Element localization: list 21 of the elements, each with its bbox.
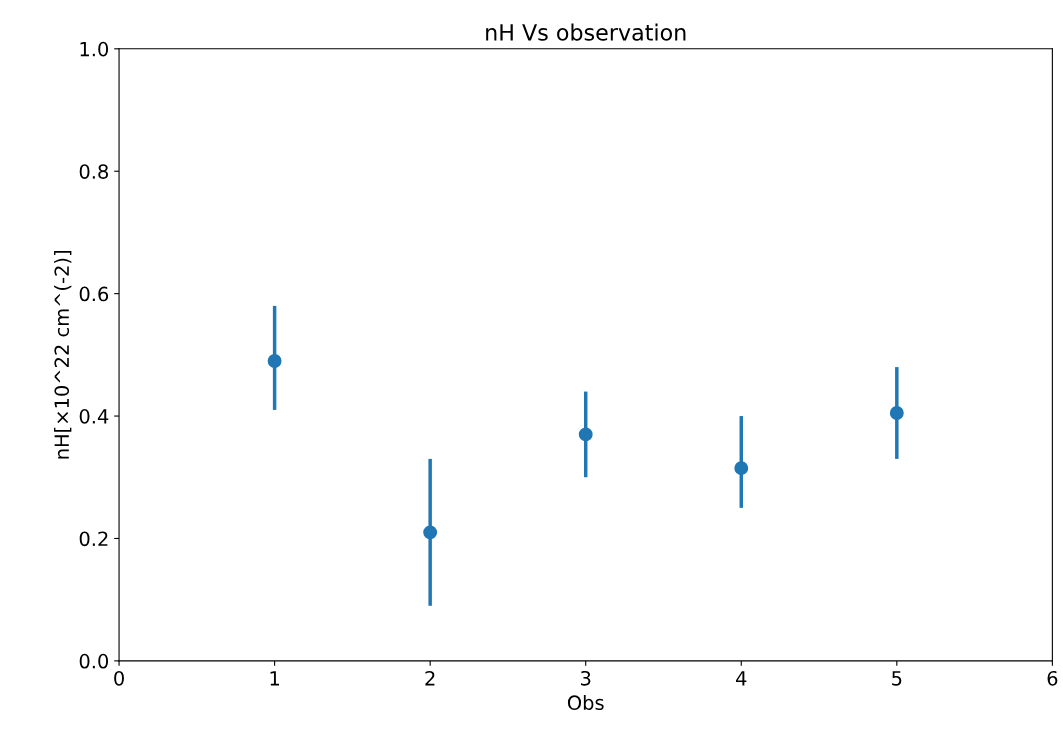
y-tick-label: 0.4 — [79, 409, 109, 424]
x-tick-label: 1 — [270, 671, 279, 686]
x-tick-label: 2 — [425, 670, 435, 686]
point — [734, 461, 749, 476]
x-tick-label: 0 — [114, 670, 124, 686]
y-axis-title: nH[×10^22 cm^(-2)] — [54, 251, 72, 459]
point — [423, 525, 438, 540]
y-tick-label: 0.0 — [79, 653, 109, 669]
y-tick-label: 0.2 — [79, 531, 108, 547]
y-tick-label: 1.0 — [80, 41, 109, 57]
point — [578, 427, 593, 442]
x-tick-label: 5 — [892, 671, 902, 686]
x-axis-title: Obs — [567, 694, 604, 711]
x-tick-label: 6 — [1047, 670, 1058, 686]
point — [889, 406, 904, 420]
point — [267, 354, 282, 368]
y-tick-label: 0.6 — [79, 286, 109, 302]
y-tick-label: 0.8 — [79, 164, 108, 179]
x-tick-label: 4 — [736, 671, 747, 686]
x-tick-label: 3 — [581, 670, 591, 686]
chart-title: nH Vs observation — [486, 23, 686, 41]
